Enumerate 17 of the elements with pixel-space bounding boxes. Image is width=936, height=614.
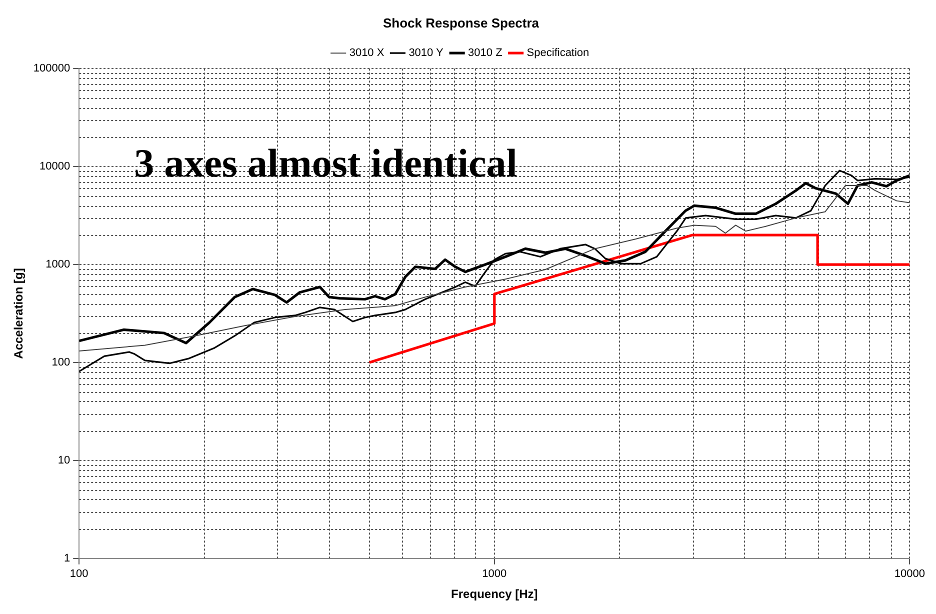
chart-title: Shock Response Spectra: [382, 15, 540, 30]
x-tick-label: 10000: [894, 568, 926, 580]
y-tick-label: 100000: [33, 62, 70, 75]
legend-label: Specification: [526, 47, 590, 60]
y-tick-label: 1: [64, 552, 70, 564]
legend-label: 3010 X: [349, 47, 385, 60]
y-tick-label: 1000: [46, 258, 70, 271]
x-tick-label: 100: [70, 568, 88, 580]
y-tick-label: 10: [58, 454, 70, 466]
y-tick-label: 100: [52, 356, 70, 369]
legend-label: 3010 Y: [408, 47, 444, 60]
y-tick-label: 10000: [40, 160, 70, 173]
annotation: 3 axes almost identical: [134, 140, 518, 186]
x-axis-title: Frequency [Hz]: [451, 587, 538, 602]
legend-label: 3010 Z: [468, 47, 503, 60]
y-axis-title: Acceleration [g]: [12, 268, 26, 359]
x-tick-label: 1000: [482, 568, 507, 580]
